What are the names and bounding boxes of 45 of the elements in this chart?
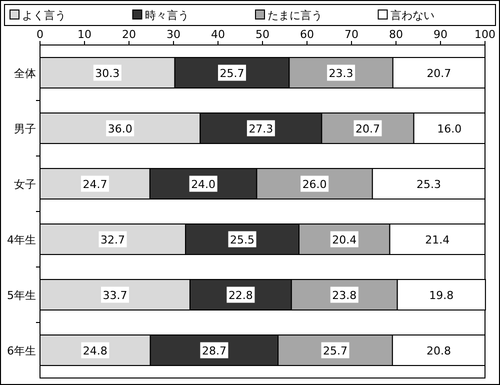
x-tick-label: 90 [434,28,448,41]
x-tick-label: 30 [166,28,180,41]
x-tick-label: 40 [211,28,225,41]
x-tick-label: 10 [78,28,92,41]
y-tick-label: 全体 [14,66,36,80]
data-label: 25.5 [230,233,255,246]
data-label: 33.7 [102,288,128,302]
x-tick-label: 70 [344,28,358,41]
data-label: 16.0 [437,122,462,136]
y-tick-label: 5年生 [7,288,36,302]
x-tick-label: 20 [122,28,136,41]
data-label: 25.3 [416,178,441,191]
data-label: 26.0 [302,178,327,191]
legend-label: たまに言う [268,9,322,22]
data-label: 30.3 [95,66,120,80]
data-label: 23.8 [332,288,357,302]
legend-label: よく言う [22,9,66,22]
x-tick-label: 80 [389,28,403,41]
x-tick-label: 100 [474,28,496,41]
legend-label: 時々言う [144,9,189,22]
data-label: 27.3 [248,122,274,136]
data-label: 25.7 [220,66,244,80]
x-tick-label: 0 [36,28,44,41]
y-tick-label: 4年生 [7,233,36,246]
data-label: 24.0 [191,178,216,191]
data-label: 25.7 [323,344,348,358]
y-tick-label: 女子 [14,178,36,191]
y-tick-label: 男子 [14,122,36,136]
data-label: 28.7 [202,344,226,358]
data-label: 21.4 [425,233,450,246]
data-label: 19.8 [429,288,454,302]
data-label: 24.7 [82,178,108,191]
legend-label: 言わない [390,9,434,22]
data-label: 20.8 [426,344,451,358]
data-label: 32.7 [100,233,126,246]
data-label: 23.3 [328,66,354,80]
data-label: 20.4 [332,233,357,246]
x-tick-label: 50 [256,28,270,41]
data-label: 24.8 [82,344,108,358]
data-label: 20.7 [426,66,452,80]
y-tick-label: 6年生 [7,344,36,358]
data-label: 22.8 [228,288,253,302]
data-label: 36.0 [108,122,132,136]
data-label: 20.7 [355,122,380,136]
x-tick-label: 60 [300,28,314,41]
